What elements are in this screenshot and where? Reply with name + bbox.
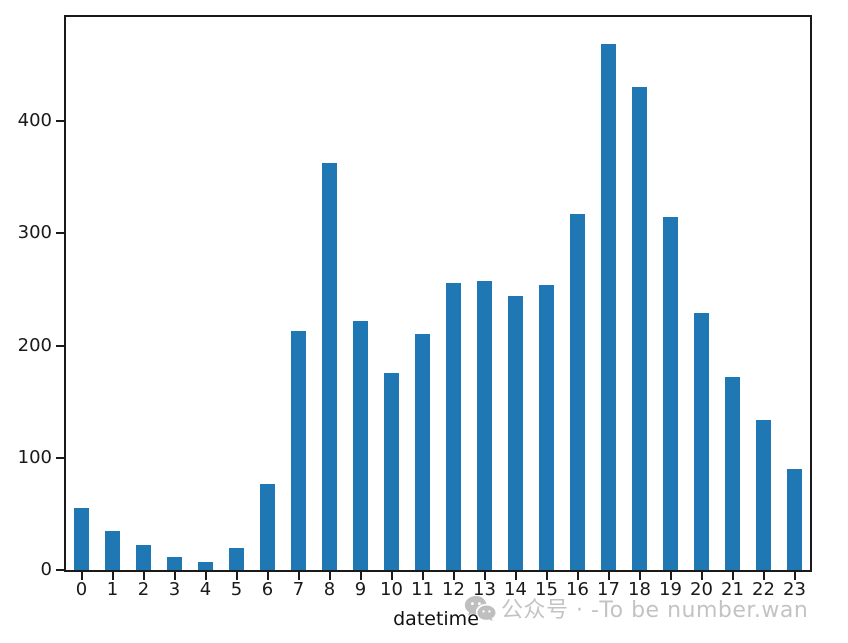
x-tick-mark <box>545 572 548 580</box>
bar-8 <box>321 162 338 570</box>
x-tick-label: 23 <box>783 579 806 600</box>
x-tick-mark <box>607 572 610 580</box>
x-tick-mark <box>173 572 176 580</box>
y-tick-mark <box>56 120 64 123</box>
bar-4 <box>197 562 214 570</box>
bar-19 <box>662 216 679 570</box>
bar-9 <box>352 320 369 570</box>
plot-area: 0 1 2 3 4 5 6 7 8 9 10 11 12 13 14 15 16 17 18 19 20 21 22 23 0 1… <box>18 15 812 599</box>
x-tick-mark <box>111 572 114 580</box>
x-tick-mark <box>731 572 734 580</box>
x-tick-label: 17 <box>597 579 620 600</box>
bar-13 <box>476 280 493 570</box>
wechat-icon <box>464 595 496 622</box>
x-tick-label: 9 <box>354 579 367 600</box>
x-tick-label: 14 <box>504 579 527 600</box>
x-tick-mark <box>359 572 362 580</box>
x-tick-label: 0 <box>75 579 88 600</box>
x-tick-mark <box>235 572 238 580</box>
x-tick-label: 7 <box>292 579 305 600</box>
x-tick-label: 13 <box>473 579 496 600</box>
bar-17 <box>600 43 617 570</box>
x-tick-mark <box>669 572 672 580</box>
x-tick-mark <box>80 572 83 580</box>
x-tick-label: 8 <box>323 579 336 600</box>
x-tick-label: 4 <box>199 579 212 600</box>
watermark-text: 公众号 · -To be number.wan <box>501 598 809 623</box>
bar-1 <box>104 530 121 570</box>
bar-2 <box>135 545 152 570</box>
bar-21 <box>724 377 741 570</box>
x-tick-label: 10 <box>380 579 403 600</box>
x-tick-mark <box>204 572 207 580</box>
x-tick-mark <box>390 572 393 580</box>
bar-10 <box>383 372 400 570</box>
bar-0 <box>73 508 90 570</box>
bar-5 <box>228 547 245 570</box>
x-tick-mark <box>452 572 455 580</box>
x-tick-mark <box>328 572 331 580</box>
bar-12 <box>445 282 462 570</box>
bar-3 <box>166 556 183 570</box>
x-tick-mark <box>762 572 765 580</box>
x-tick-label: 18 <box>628 579 651 600</box>
x-tick-label: 21 <box>721 579 744 600</box>
y-tick-label: 400 <box>17 110 52 132</box>
x-tick-label: 3 <box>168 579 181 600</box>
x-tick-label: 22 <box>752 579 775 600</box>
y-tick-mark <box>56 569 64 571</box>
x-tick-label: 6 <box>261 579 274 600</box>
x-tick-label: 16 <box>566 579 589 600</box>
y-tick-label: 200 <box>17 334 52 356</box>
y-tick-label: 0 <box>40 559 52 580</box>
y-tick-label: 100 <box>17 446 52 468</box>
x-tick-label: 5 <box>230 579 243 600</box>
x-tick-label: 19 <box>659 579 682 600</box>
x-tick-mark <box>700 572 703 580</box>
bar-20 <box>693 313 710 570</box>
x-tick-mark <box>421 572 424 580</box>
x-tick-label: 12 <box>442 579 465 600</box>
x-tick-label: 15 <box>535 579 558 600</box>
x-tick-label: 11 <box>411 579 434 600</box>
bar-18 <box>631 86 648 570</box>
bar-7 <box>290 331 307 570</box>
x-axis-title: datetime <box>393 608 479 630</box>
x-tick-label: 20 <box>690 579 713 600</box>
x-tick-mark <box>793 572 796 580</box>
x-tick-mark <box>514 572 517 580</box>
x-tick-label: 1 <box>106 579 119 600</box>
x-tick-mark <box>297 572 300 580</box>
x-tick-mark <box>638 572 641 580</box>
x-tick-mark <box>576 572 579 580</box>
bar-11 <box>414 334 431 570</box>
bar-16 <box>569 214 586 570</box>
x-tick-mark <box>483 572 486 580</box>
x-tick-mark <box>142 572 145 580</box>
watermark: 公众号 · -To be number.wan <box>464 592 808 624</box>
y-tick-label: 300 <box>17 222 52 244</box>
bar-23 <box>786 469 803 570</box>
bar-6 <box>259 483 276 570</box>
x-tick-mark <box>266 572 269 580</box>
y-tick-mark <box>56 344 64 347</box>
y-tick-mark <box>56 456 64 459</box>
x-tick-label: 2 <box>137 579 150 600</box>
y-tick-mark <box>56 232 64 235</box>
bar-22 <box>755 419 772 570</box>
bar-15 <box>538 285 555 570</box>
bar-14 <box>507 296 524 570</box>
